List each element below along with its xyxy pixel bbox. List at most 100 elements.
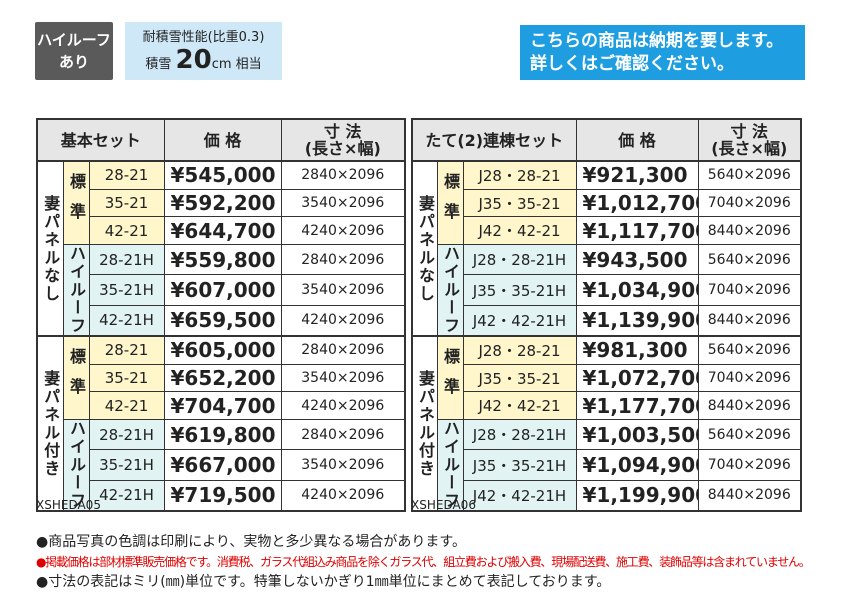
notice-line: 詳しくはご確認ください。 — [530, 54, 734, 74]
product-code: XSHEDA05 — [36, 498, 101, 512]
price-table: たて(2)連棟セット価 格寸 法 (長さ×幅) 妻パネルなし 標準 J28・28-21 ¥… — [411, 118, 802, 513]
row: ハイルーフ J28・28-21H ¥943,500 5640×2096 — [412, 244, 802, 337]
header-dim-sub: (長さ×幅) — [711, 139, 788, 158]
header-row: 基本セット価 格寸 法 (長さ×幅) — [36, 118, 406, 162]
dimension: 2840×2096 — [280, 244, 406, 276]
size: J28・28-21H — [462, 419, 577, 451]
snow-suffix: 相当 — [235, 57, 262, 72]
row: 42-21 ¥704,700 4240×2096 — [37, 391, 406, 421]
row: 35-21 ¥592,200 3540×2096 — [37, 188, 406, 218]
dimension: 2840×2096 — [280, 335, 406, 365]
row: 妻パネル付き 標準 J28・28-21 ¥981,300 5640×2096 — [411, 335, 802, 512]
size: J42・42-21H — [462, 304, 577, 337]
price: ¥921,300 — [575, 159, 699, 190]
dimension: 7040×2096 — [697, 188, 802, 218]
subgroup-label: 標準 — [441, 348, 460, 409]
dimension: 3540×2096 — [280, 274, 406, 306]
size: 28-21 — [88, 159, 165, 190]
subgroup-cell: ハイルーフ — [436, 244, 464, 337]
price: ¥719,500 — [163, 479, 282, 512]
dimension: 7040×2096 — [697, 274, 802, 306]
price: ¥607,000 — [163, 274, 282, 306]
header-dim-title: 寸 法 — [323, 122, 362, 141]
size: 35-21H — [88, 449, 165, 481]
size: J42・42-21H — [462, 479, 577, 512]
dimension: 3540×2096 — [280, 449, 406, 481]
row: ハイルーフ 28-21H ¥619,800 2840×2096 — [37, 419, 406, 512]
dimension: 3540×2096 — [280, 188, 406, 218]
price: ¥1,034,900 — [575, 274, 699, 306]
row: 35-21H ¥667,000 3540×2096 — [37, 449, 406, 481]
subgroup-cell: ハイルーフ — [436, 419, 464, 512]
group-cell: 妻パネル付き — [411, 335, 438, 512]
badge-line: あり — [58, 53, 89, 71]
row: 妻パネル付き 標準 28-21 ¥605,000 2840×2096 — [36, 335, 406, 512]
row: J42・42-21H ¥1,139,900 8440×2096 — [412, 304, 802, 337]
dimension: 4240×2096 — [280, 391, 406, 421]
group-label: 妻パネルなし — [416, 194, 435, 303]
dimension: 4240×2096 — [280, 216, 406, 246]
price: ¥619,800 — [163, 419, 282, 451]
note: ●商品写真の色調は印刷により、実物と多少異なる場合があります。 — [36, 534, 466, 550]
price: ¥545,000 — [163, 159, 282, 190]
group-cell: 妻パネル付き — [36, 335, 64, 512]
dimension: 5640×2096 — [697, 419, 802, 451]
price: ¥1,199,900 — [575, 479, 699, 512]
price: ¥659,500 — [163, 304, 282, 337]
header-dim-title: 寸 法 — [730, 122, 769, 141]
subgroup-label: ハイルーフ — [67, 420, 86, 511]
snow-value: 20 — [175, 45, 212, 75]
row: 35-21 ¥652,200 3540×2096 — [37, 363, 406, 393]
size: 28-21H — [88, 244, 165, 276]
header-dim: 寸 法 (長さ×幅) — [697, 118, 802, 162]
row: ハイルーフ 28-21H ¥559,800 2840×2096 — [37, 244, 406, 337]
note: ●掲載価格は部材標準販売価格です。消費税、ガラス代組込み商品を除くガラス代、組立… — [36, 555, 811, 569]
header-set: たて(2)連棟セット — [411, 118, 577, 162]
size: J35・35-21H — [462, 449, 577, 481]
price: ¥943,500 — [575, 244, 699, 276]
snow-value-line: 積雪 20cm 相当 — [125, 45, 282, 75]
price-table: 基本セット価 格寸 法 (長さ×幅) 妻パネルなし 標準 28-21 ¥545,000 28… — [36, 118, 406, 513]
subgroup-cell: 標準 — [436, 335, 464, 421]
subgroup-label: ハイルーフ — [441, 420, 460, 511]
snow-unit: cm — [211, 57, 232, 72]
size: J35・35-21 — [462, 188, 577, 218]
size: 35-21H — [88, 274, 165, 306]
size: 42-21 — [88, 391, 165, 421]
badge-line: ハイルーフ — [37, 31, 111, 49]
size: J28・28-21 — [462, 335, 577, 365]
header-price: 価 格 — [575, 118, 699, 162]
subgroup-label: 標準 — [441, 173, 460, 234]
price: ¥1,117,700 — [575, 216, 699, 246]
row: 妻パネルなし 標準 28-21 ¥545,000 2840×2096 — [36, 159, 406, 337]
row: J35・35-21 ¥1,072,700 7040×2096 — [412, 363, 802, 393]
size: 42-21 — [88, 216, 165, 246]
snow-title: 耐積雪性能(比重0.3) — [142, 30, 265, 45]
size: 28-21 — [88, 335, 165, 365]
price: ¥981,300 — [575, 335, 699, 365]
dimension: 2840×2096 — [280, 419, 406, 451]
group-cell: 妻パネルなし — [36, 159, 64, 337]
row: J35・35-21 ¥1,012,700 7040×2096 — [412, 188, 802, 218]
snow-box: 耐積雪性能(比重0.3) 積雪 20cm 相当 — [125, 22, 282, 80]
row: J42・42-21H ¥1,199,900 8440×2096 — [412, 479, 802, 512]
header-dim: 寸 法 (長さ×幅) — [280, 118, 406, 162]
row: ハイルーフ J28・28-21H ¥1,003,500 5640×2096 — [412, 419, 802, 512]
row: 妻パネルなし 標準 J28・28-21 ¥921,300 5640×2096 — [411, 159, 802, 337]
row: J42・42-21 ¥1,177,700 8440×2096 — [412, 391, 802, 421]
subgroup-label: ハイルーフ — [67, 245, 86, 336]
subgroup-cell: 標準 — [436, 160, 464, 246]
dimension: 5640×2096 — [697, 335, 802, 365]
dimension: 8440×2096 — [697, 391, 802, 421]
price: ¥1,094,900 — [575, 449, 699, 481]
group-label: 妻パネルなし — [41, 194, 61, 303]
row: J35・35-21H ¥1,094,900 7040×2096 — [412, 449, 802, 481]
size: J28・28-21 — [462, 159, 577, 190]
size: J35・35-21 — [462, 363, 577, 393]
dimension: 4240×2096 — [280, 479, 406, 512]
size: 28-21H — [88, 419, 165, 451]
price: ¥1,012,700 — [575, 188, 699, 218]
group-cell: 妻パネルなし — [411, 159, 438, 337]
dimension: 7040×2096 — [697, 363, 802, 393]
subgroup-label: 標準 — [67, 348, 86, 409]
